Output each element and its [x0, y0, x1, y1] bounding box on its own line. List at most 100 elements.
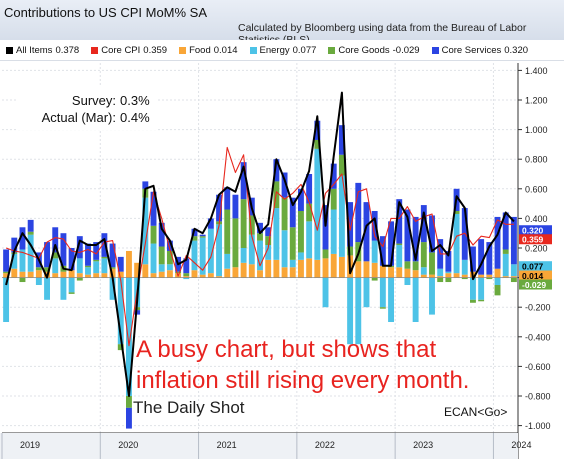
actual-label: Actual (Mar): [42, 110, 116, 125]
legend-label: Core Services [441, 44, 502, 56]
bar-segment [68, 248, 75, 271]
bar-segment [371, 240, 378, 263]
bar-segment [117, 344, 124, 351]
bar-segment [273, 259, 280, 278]
series-line [5, 91, 515, 397]
bar-segment [478, 274, 485, 278]
bar-segment [150, 191, 157, 226]
x-tick-label: 2020 [118, 440, 138, 450]
last-value-tag [519, 279, 552, 290]
bar-segment [76, 258, 83, 274]
legend-value: -0.029 [392, 44, 420, 56]
bar-segment [412, 261, 419, 271]
bar-segment [330, 163, 337, 189]
bar-segment [298, 252, 304, 260]
bar-segment [207, 273, 214, 278]
x-tick-label: 2021 [217, 440, 237, 450]
bar-segment [355, 182, 362, 243]
last-value-label: 0.077 [522, 262, 544, 272]
y-tick-label: 1.000 [525, 125, 548, 135]
bar-segment [510, 264, 517, 277]
bar-segment [224, 209, 231, 254]
bar-segment [3, 277, 10, 322]
bar-segment [388, 221, 394, 266]
bar-segment [510, 216, 517, 265]
bar-segment [306, 258, 313, 278]
bar-segment [281, 172, 288, 198]
last-value-tag [519, 225, 552, 236]
last-value-label: 0.320 [522, 226, 544, 236]
bar-segment [281, 197, 288, 231]
bar-segment [298, 188, 304, 211]
y-tick-label: 0.600 [525, 184, 548, 194]
bar-segment [306, 174, 313, 204]
bar-segment [240, 248, 247, 263]
bar-segment [429, 215, 435, 253]
legend-value: 0.378 [55, 44, 80, 56]
bar-segment [76, 236, 83, 259]
bar-segment [486, 277, 493, 280]
x-tick-label: 2024 [511, 440, 531, 450]
bar-segment [93, 261, 100, 274]
legend-value: 0.014 [213, 44, 238, 56]
bar-segment [76, 277, 83, 281]
bar-segment [314, 148, 321, 260]
legend-item: Food 0.014 [179, 44, 238, 56]
title-bar: Contributions to US CPI MoM% SA Calculat… [0, 0, 564, 46]
bar-segment [52, 252, 59, 259]
x-tick-label: 2023 [413, 440, 433, 450]
bar-segment [388, 267, 394, 278]
legend-label: Energy [259, 44, 290, 56]
bar-segment [396, 199, 403, 244]
bar-segment [216, 194, 222, 222]
bar-segment [502, 253, 509, 277]
bar-segment [461, 277, 468, 280]
legend-label: Core CPI [101, 44, 141, 56]
bar-segment [142, 264, 149, 278]
bar-segment [142, 197, 149, 265]
bar-segment [76, 273, 83, 278]
bar-segment [240, 262, 247, 278]
bar-segment [257, 222, 263, 234]
bar-segment [232, 218, 239, 268]
bar-segment [101, 256, 108, 259]
bar-segment [265, 245, 272, 260]
bar-segment [101, 233, 108, 257]
y-tick-label: -1.000 [525, 421, 551, 431]
bar-segment [470, 277, 476, 300]
bar-segment [289, 259, 296, 268]
bar-segment [404, 268, 411, 278]
actual-value: 0.4% [120, 110, 150, 125]
bar-segment [35, 267, 42, 271]
bar-segment [445, 273, 452, 278]
bar-segment [265, 259, 272, 278]
bar-segment [379, 307, 386, 309]
bar-segment [281, 267, 288, 278]
bar-segment [445, 250, 452, 272]
bar-segment [44, 242, 50, 268]
bar-segment [420, 242, 427, 268]
bar-segment [109, 277, 116, 300]
legend-item: Core CPI 0.359 [91, 45, 167, 56]
bar-segment [126, 277, 132, 396]
bar-segment [27, 231, 34, 235]
bar-segment [126, 407, 132, 429]
bar-segment [502, 249, 509, 254]
last-value-label: 0.359 [522, 235, 544, 245]
bar-segment [379, 277, 386, 308]
bar-segment [502, 212, 509, 250]
bar-segment [191, 236, 198, 241]
bar-segment [371, 277, 378, 281]
bar-segment [224, 253, 231, 269]
bar-segment [166, 240, 173, 251]
bar-segment [240, 199, 247, 248]
bar-segment [338, 256, 345, 278]
bar-segment [470, 299, 476, 303]
legend-swatch [91, 46, 99, 54]
bar-segment [478, 299, 485, 302]
y-tick-label: -0.800 [525, 392, 551, 402]
bar-segment [191, 270, 198, 278]
bar-segment [142, 181, 149, 189]
bar-segment [85, 265, 91, 268]
bar-segment [298, 259, 304, 278]
